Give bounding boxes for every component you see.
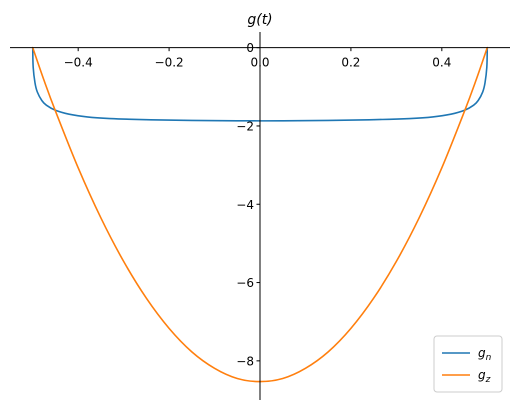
y-tick-label: −2	[236, 119, 254, 133]
y-axis-ticks: 0 −2 −4 −6 −8	[236, 41, 260, 368]
x-axis-ticks: −0.4 −0.2 0.0 0.2 0.4	[64, 47, 451, 70]
x-tick-label: 0.0	[250, 56, 269, 70]
x-tick-label: 0.4	[432, 56, 451, 70]
x-tick-label: 0.2	[341, 56, 360, 70]
y-tick-label: 0	[246, 41, 254, 55]
y-tick-label: −4	[236, 198, 254, 212]
legend-frame	[433, 335, 503, 393]
y-tick-label: −8	[236, 354, 254, 368]
y-tick-label: −6	[236, 276, 254, 290]
x-tick-label: −0.2	[155, 56, 184, 70]
x-tick-label: −0.4	[64, 56, 93, 70]
axis-title: g(t)	[247, 12, 272, 28]
